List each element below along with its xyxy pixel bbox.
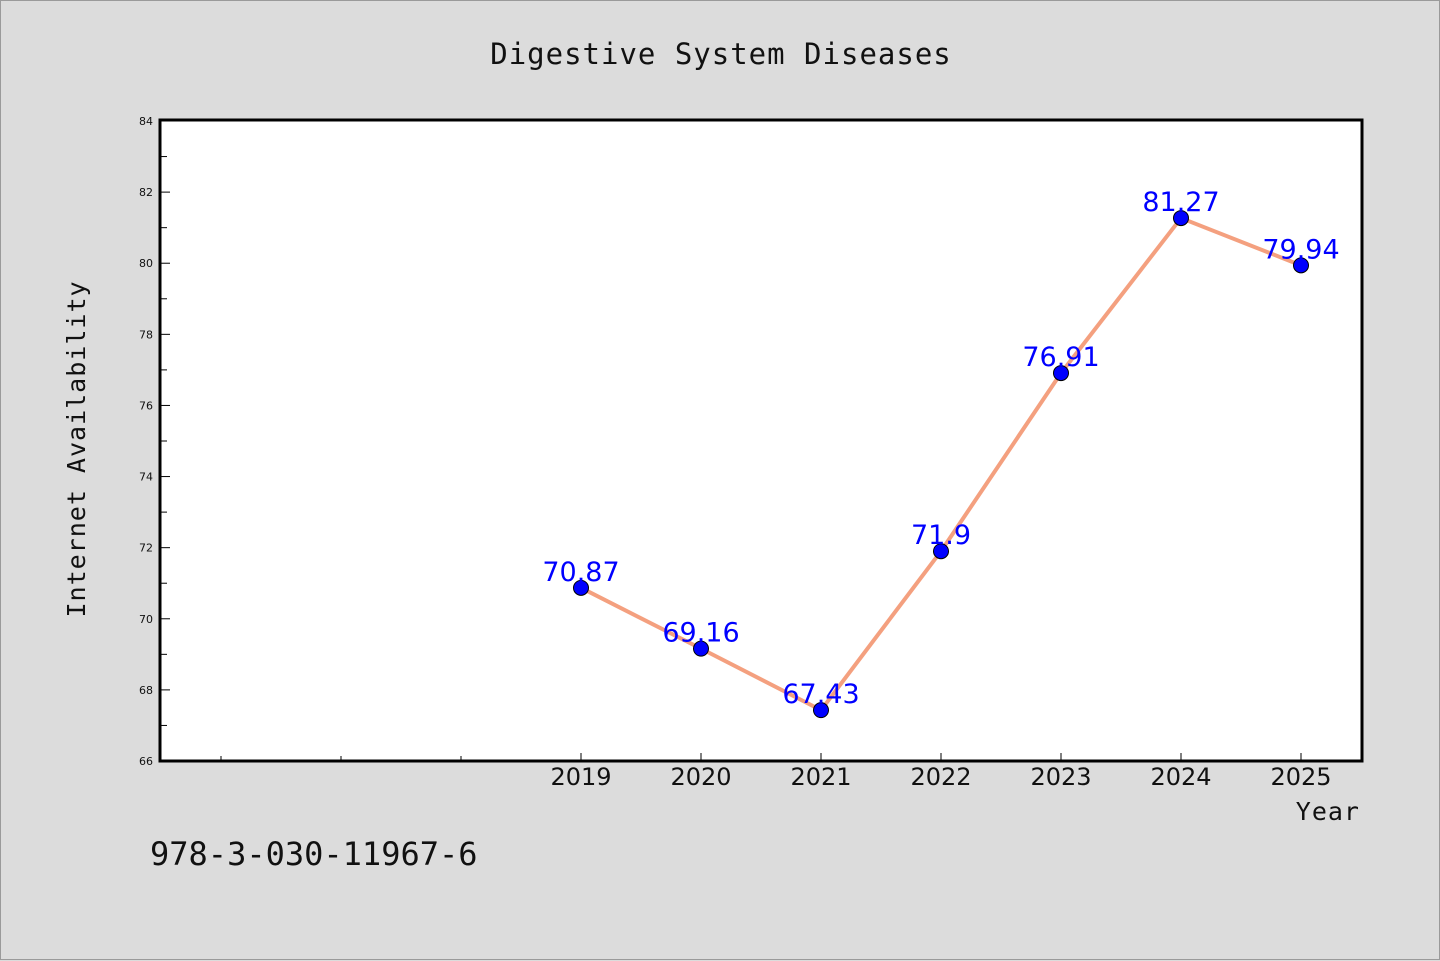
- data-labels: 70.87 69.16 67.43 71.9 76.91 81.27 79.94: [542, 187, 1339, 710]
- y-tick-label: 78: [139, 328, 153, 341]
- y-tick-label: 76: [139, 399, 153, 412]
- x-axis: 2019 2020 2021 2022 2023 2024 2025: [220, 753, 1332, 791]
- x-tick-label: 2019: [550, 763, 611, 791]
- y-tick-label: 84: [139, 115, 153, 128]
- data-label: 69.16: [662, 618, 739, 649]
- data-label: 71.9: [911, 520, 971, 551]
- y-tick-label: 82: [139, 186, 153, 199]
- data-label: 70.87: [542, 557, 619, 588]
- y-tick-label: 74: [139, 471, 153, 484]
- x-tick-label: 2024: [1150, 763, 1211, 791]
- y-axis-label: Internet Availability: [62, 280, 91, 617]
- y-tick-label: 68: [139, 684, 153, 697]
- series-group: [573, 210, 1309, 719]
- data-point: [573, 579, 589, 596]
- x-tick-label: 2022: [910, 763, 971, 791]
- footer-code: 978-3-030-11967-6: [150, 835, 478, 873]
- x-tick-label: 2020: [670, 763, 731, 791]
- data-label: 79.94: [1262, 234, 1339, 265]
- x-axis-label: Year: [1296, 797, 1360, 826]
- data-label: 76.91: [1022, 342, 1099, 373]
- data-label: 81.27: [1142, 187, 1219, 218]
- data-label: 67.43: [782, 679, 859, 710]
- data-point: [693, 640, 709, 657]
- data-point: [813, 702, 829, 719]
- data-point: [933, 543, 949, 560]
- data-point: [1053, 365, 1069, 382]
- y-tick-label: 66: [139, 755, 153, 768]
- x-tick-label: 2025: [1270, 763, 1331, 791]
- y-tick-label: 72: [139, 542, 153, 555]
- y-axis: 66 68 70 72 74 76 78 80 82 84: [139, 115, 170, 768]
- y-tick-label: 70: [139, 613, 153, 626]
- y-tick-label: 80: [139, 257, 153, 270]
- plot-area: [158, 118, 1364, 763]
- chart-title: Digestive System Diseases: [490, 37, 952, 71]
- x-tick-label: 2021: [790, 763, 851, 791]
- data-point: [1293, 257, 1309, 274]
- data-point: [1173, 210, 1189, 227]
- x-tick-label: 2023: [1030, 763, 1091, 791]
